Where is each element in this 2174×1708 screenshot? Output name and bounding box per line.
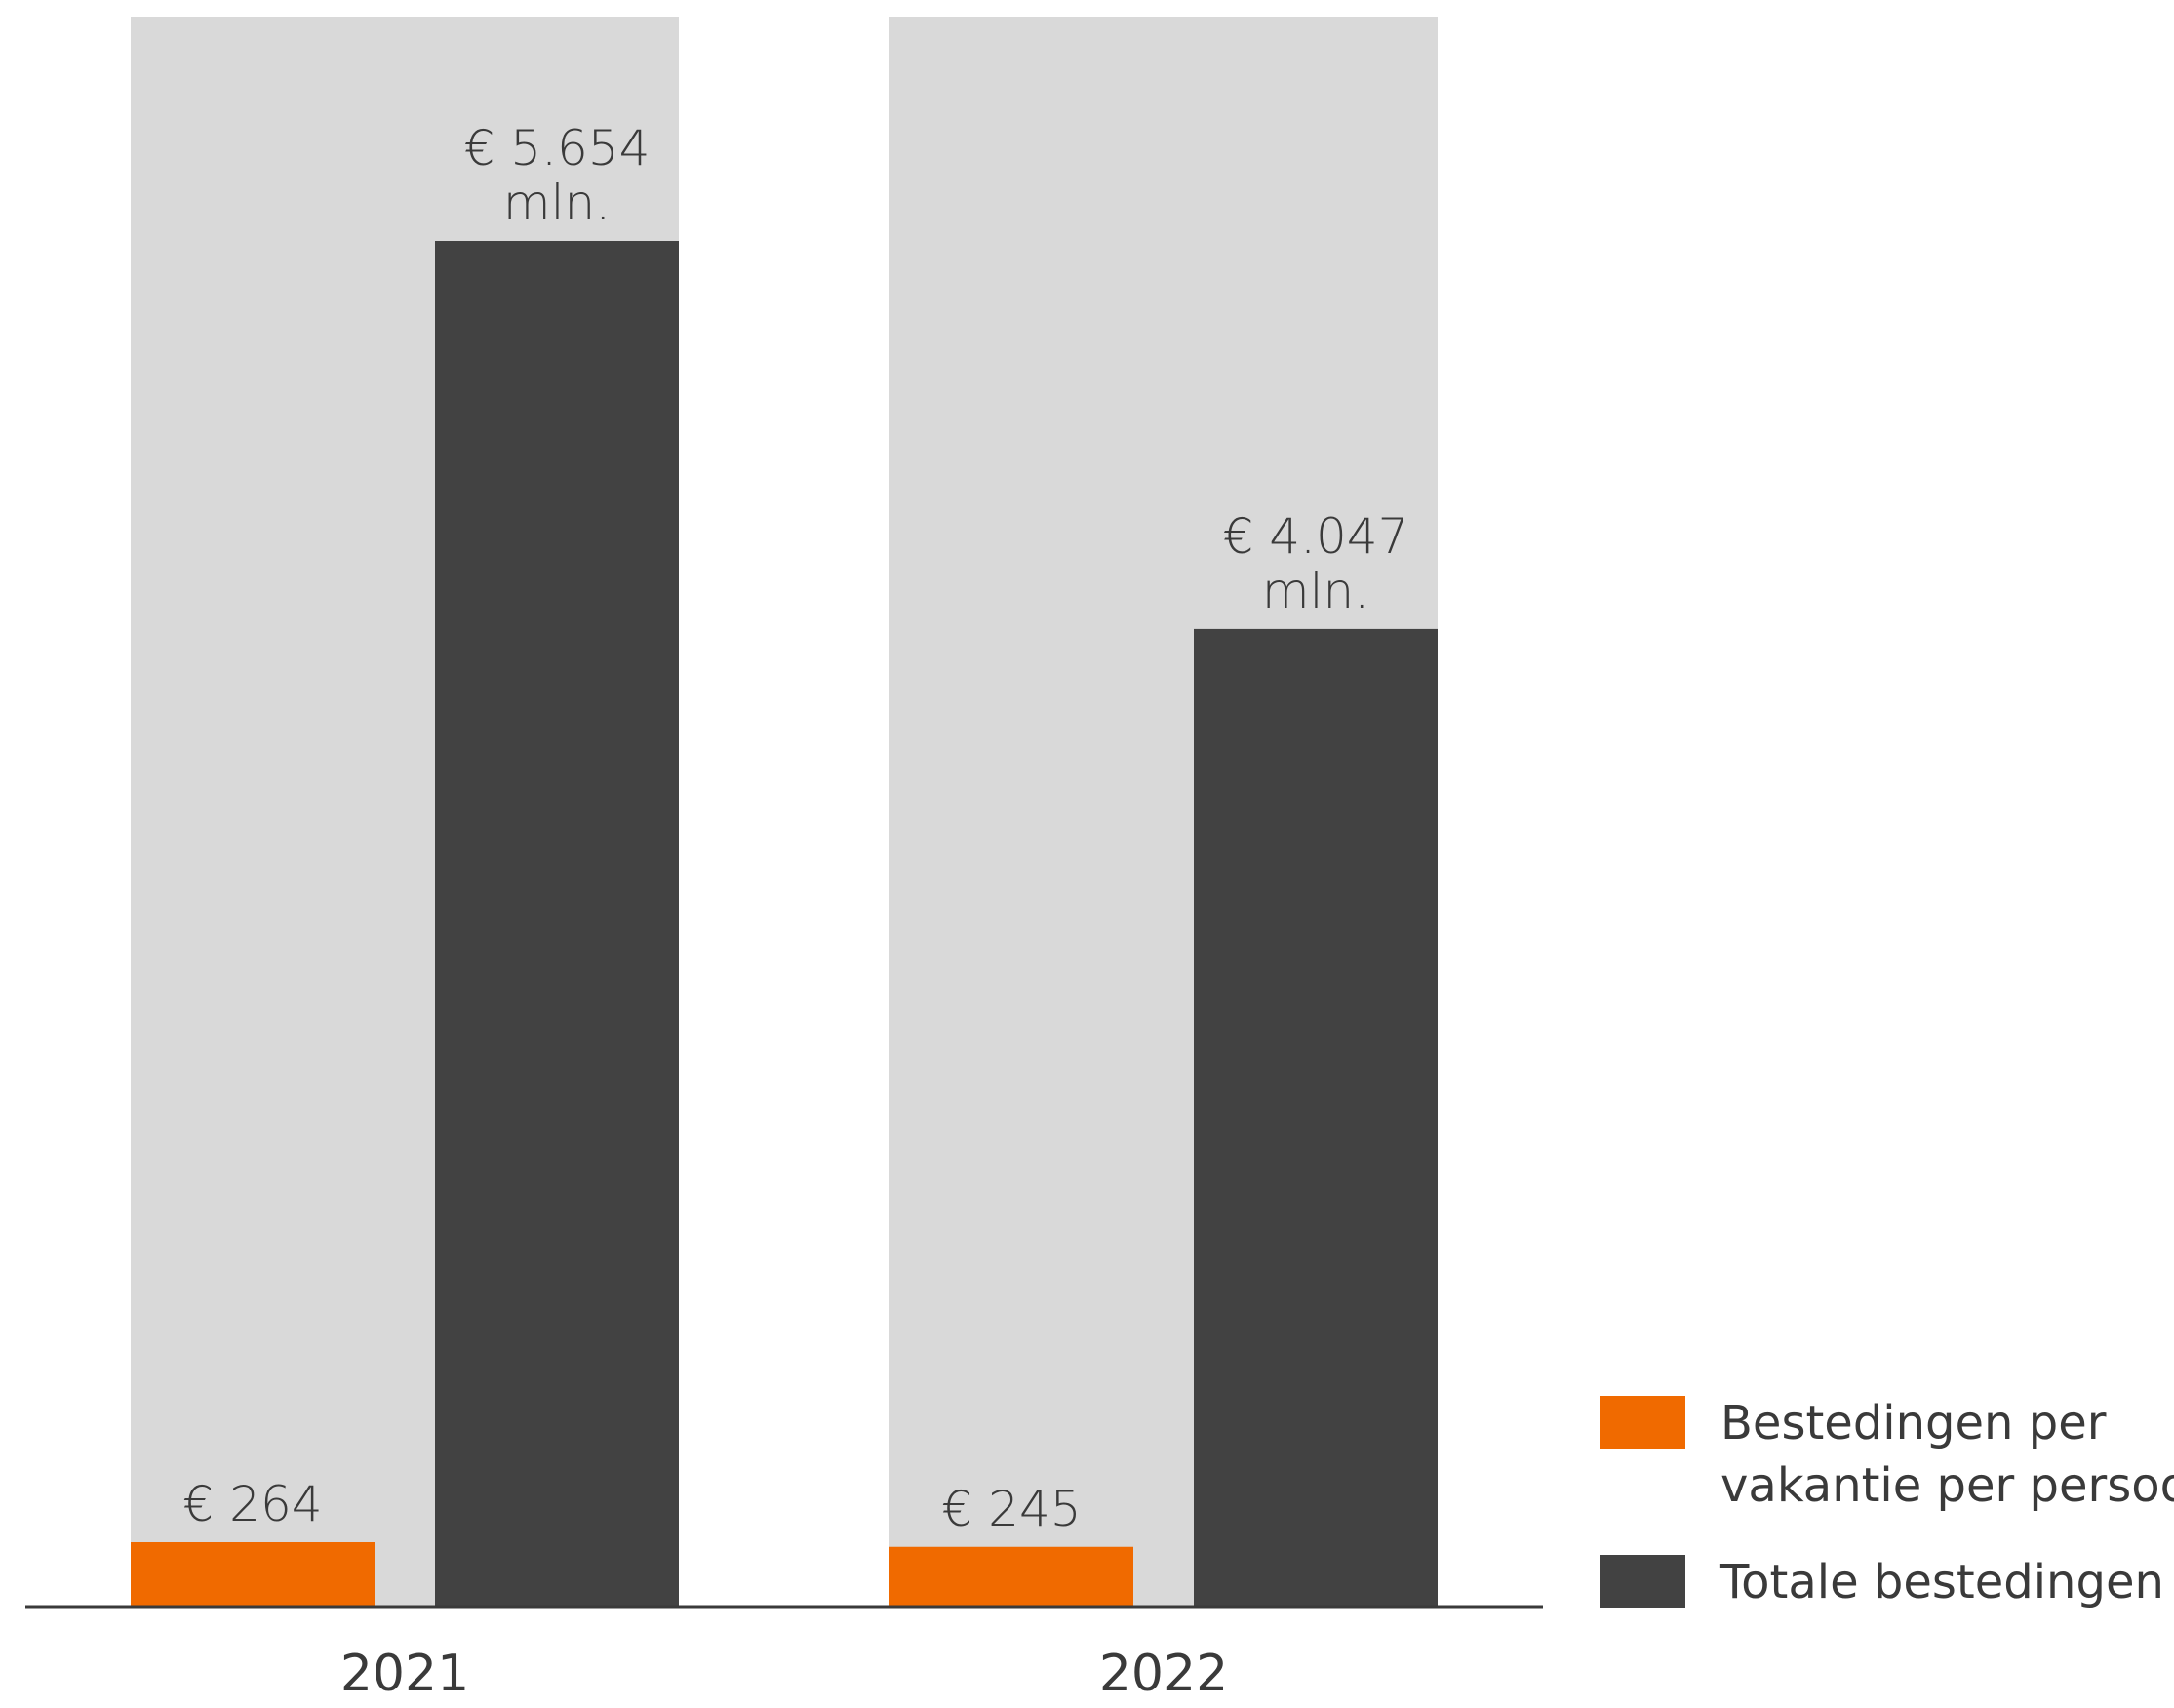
bar-total-2021 xyxy=(435,241,679,1607)
value-label-per-person-2022: € 245 xyxy=(941,1481,1081,1537)
legend-label-total: Totale bestedingen xyxy=(1719,1555,2164,1609)
legend-label-per-person-line1: Bestedingen per xyxy=(1720,1396,2107,1450)
value-label-total-2021-line1: € 5.654 xyxy=(464,120,651,177)
value-label-total-2021-line2: mln. xyxy=(503,175,611,231)
bar-per-person-2022 xyxy=(889,1546,1133,1607)
bar-total-2022 xyxy=(1194,628,1438,1607)
value-label-total-2022-line2: mln. xyxy=(1262,563,1369,619)
legend-swatch-per-person xyxy=(1600,1396,1685,1449)
bar-per-person-2021 xyxy=(131,1542,375,1607)
x-tick-label-2022: 2022 xyxy=(1099,1645,1228,1703)
legend: Bestedingen per vakantie per persoon Total… xyxy=(1600,1396,2174,1609)
x-tick-labels: 2021 2022 xyxy=(340,1645,1228,1703)
value-label-per-person-2021: € 264 xyxy=(182,1476,322,1532)
legend-label-per-person-line2: vakantie per persoon xyxy=(1720,1458,2174,1513)
legend-swatch-total xyxy=(1600,1555,1685,1608)
bars xyxy=(131,241,1438,1607)
value-label-total-2022-line1: € 4.047 xyxy=(1223,508,1409,565)
x-tick-label-2021: 2021 xyxy=(340,1645,469,1703)
